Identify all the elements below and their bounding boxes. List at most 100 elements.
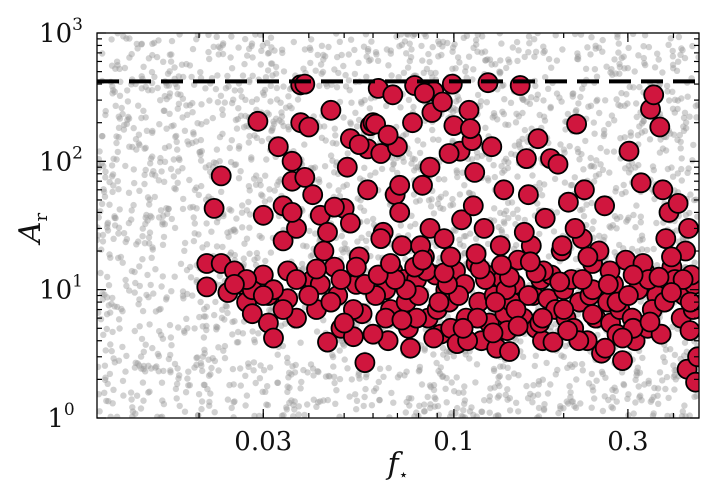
background-point bbox=[275, 178, 282, 185]
background-point bbox=[473, 149, 481, 156]
background-point bbox=[197, 136, 205, 144]
background-point bbox=[138, 114, 145, 122]
background-point bbox=[141, 240, 149, 247]
background-point bbox=[430, 351, 437, 358]
background-point bbox=[406, 57, 413, 65]
background-point bbox=[216, 272, 223, 280]
background-point bbox=[266, 196, 273, 203]
background-point bbox=[170, 156, 177, 163]
highlight-point bbox=[391, 235, 413, 257]
highlight-point bbox=[306, 258, 327, 280]
background-point bbox=[203, 322, 210, 330]
background-point bbox=[140, 348, 147, 355]
background-point bbox=[241, 240, 248, 247]
background-point bbox=[110, 155, 117, 162]
background-point bbox=[279, 49, 286, 57]
highlight-point bbox=[252, 285, 274, 306]
background-point bbox=[364, 48, 372, 55]
background-point bbox=[216, 158, 223, 165]
background-point bbox=[199, 367, 206, 375]
background-point bbox=[402, 130, 410, 138]
highlight-point bbox=[518, 285, 539, 306]
background-point bbox=[497, 363, 504, 370]
background-point bbox=[497, 209, 504, 217]
background-point bbox=[654, 50, 661, 57]
background-point bbox=[256, 412, 263, 418]
background-point bbox=[540, 406, 548, 414]
background-point bbox=[669, 105, 677, 113]
background-point bbox=[238, 209, 246, 216]
background-point bbox=[530, 392, 537, 400]
background-point bbox=[534, 414, 541, 418]
background-point bbox=[113, 58, 121, 65]
background-point bbox=[226, 206, 233, 213]
background-point bbox=[398, 41, 406, 48]
background-point bbox=[120, 126, 128, 133]
background-point bbox=[159, 335, 167, 342]
background-point bbox=[329, 353, 337, 361]
background-point bbox=[579, 367, 586, 374]
background-point bbox=[437, 204, 444, 212]
background-point bbox=[251, 339, 259, 346]
background-point bbox=[157, 305, 164, 313]
background-point bbox=[535, 404, 543, 412]
background-point bbox=[421, 347, 428, 354]
background-point bbox=[494, 116, 501, 123]
background-point bbox=[295, 403, 302, 410]
background-point bbox=[498, 82, 506, 90]
background-point bbox=[513, 38, 521, 46]
highlight-point bbox=[577, 246, 599, 268]
background-point bbox=[267, 60, 275, 67]
background-point bbox=[517, 144, 524, 151]
highlight-point bbox=[612, 327, 633, 349]
background-point bbox=[532, 48, 540, 55]
background-point bbox=[639, 236, 646, 243]
background-point bbox=[660, 354, 667, 361]
background-point bbox=[474, 91, 482, 99]
background-point bbox=[360, 43, 368, 50]
background-point bbox=[492, 60, 499, 68]
highlight-point bbox=[574, 179, 595, 201]
background-point bbox=[151, 73, 158, 81]
background-point bbox=[455, 389, 462, 396]
background-point bbox=[192, 138, 200, 145]
background-point bbox=[152, 266, 159, 273]
highlight-point bbox=[281, 150, 303, 172]
background-point bbox=[262, 388, 269, 395]
highlight-point bbox=[630, 172, 652, 194]
highlight-point bbox=[241, 303, 263, 325]
background-point bbox=[570, 90, 577, 97]
background-point bbox=[664, 412, 671, 418]
background-point bbox=[255, 330, 262, 337]
background-point bbox=[490, 110, 498, 117]
background-point bbox=[458, 412, 465, 418]
background-point bbox=[106, 201, 113, 208]
background-point bbox=[541, 181, 548, 188]
background-point bbox=[122, 276, 129, 284]
background-point bbox=[173, 84, 181, 91]
highlight-point bbox=[377, 124, 399, 146]
background-point bbox=[419, 57, 426, 64]
background-point bbox=[157, 154, 164, 162]
background-point bbox=[114, 148, 122, 156]
background-point bbox=[136, 263, 143, 270]
background-point bbox=[209, 114, 216, 122]
background-point bbox=[237, 168, 244, 175]
background-point bbox=[463, 33, 471, 39]
background-point bbox=[267, 307, 275, 314]
background-point bbox=[291, 398, 298, 405]
background-point bbox=[530, 382, 537, 389]
background-point bbox=[432, 69, 439, 77]
background-point bbox=[437, 364, 444, 371]
background-point bbox=[191, 186, 199, 194]
background-point bbox=[576, 156, 583, 163]
background-point bbox=[125, 115, 133, 122]
background-point bbox=[177, 260, 185, 267]
highlight-point bbox=[438, 143, 460, 164]
background-point bbox=[271, 187, 278, 194]
background-point bbox=[198, 398, 206, 405]
background-point bbox=[629, 245, 636, 253]
background-point bbox=[181, 239, 189, 247]
background-point bbox=[567, 389, 574, 396]
background-point bbox=[278, 113, 286, 120]
